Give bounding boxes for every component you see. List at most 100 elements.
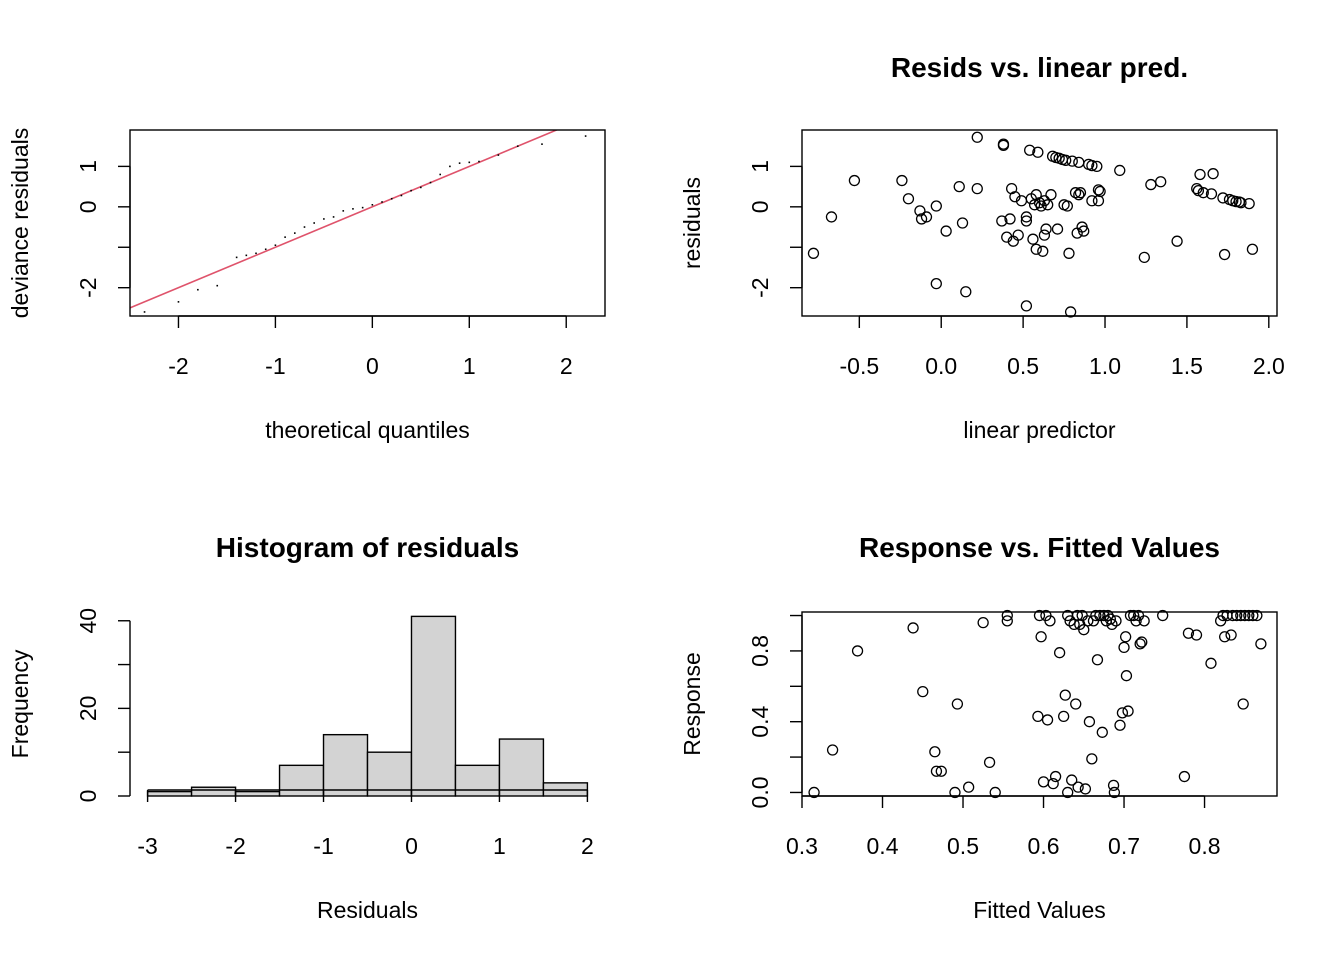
scatter-point [1082,615,1094,627]
scatter-point [1255,638,1267,650]
scatter-point [1171,235,1183,247]
scatter-point [1231,609,1243,622]
resids-vs-linear-pred-panel: Resids vs. linear pred. -0.5 0.0 0.5 1.0 1.5 2… [679,52,1285,443]
qq-point [177,301,180,303]
scatter-point [1225,629,1237,641]
scatter-point [1243,609,1255,622]
scatter-point [1192,185,1205,197]
x-tick-label: 0.4 [867,833,899,859]
histogram-bar [190,786,237,797]
scatter-point [956,217,969,229]
x-tick-label: -1 [313,833,333,859]
scatter-point [1078,225,1090,237]
scatter-point [1191,182,1203,195]
scatter-point [1074,187,1087,199]
scatter-point [1134,638,1146,650]
scatter-point [1091,160,1103,173]
scatter-point [1138,615,1150,627]
scatter-point [825,211,838,223]
qq-reference-line [130,130,559,309]
scatter-point [977,616,989,629]
x-tick-label: -2 [225,833,245,859]
scatter-point [1061,200,1073,212]
scatter-point [1246,243,1259,255]
scatter-point [1190,629,1203,641]
qq-point [352,208,354,210]
x-tick-label: 2 [581,833,594,859]
scatter-point [1243,197,1255,210]
y-axis: -2 0 1 [747,160,803,298]
scatter-point [1251,609,1263,622]
histogram-bar [146,790,193,797]
y-tick-label: 1 [747,160,773,173]
y-axis: 0.0 0.4 0.8 [747,614,803,808]
scatter-point [1004,213,1016,225]
x-axis-title: theoretical quantiles [265,417,470,443]
scatter-point [1108,786,1121,799]
scatter-point [1114,164,1126,177]
qq-point [371,204,374,206]
qq-point [303,226,306,228]
qq-point [390,197,393,200]
qq-point [516,145,519,147]
qq-point [449,165,451,168]
scatter-point [1073,189,1085,201]
histogram-bar [322,733,369,797]
x-tick-label: -0.5 [840,353,880,379]
y-axis-title: Response [679,652,705,756]
x-axis-title: linear predictor [963,417,1115,443]
scatter-point [1119,631,1132,643]
scatter-point [1001,231,1013,243]
y-axis-title: Frequency [7,649,33,758]
y-tick-label: 0 [75,200,101,213]
x-tick-label: 0.5 [947,833,979,859]
scatter-point [1060,154,1072,166]
scatter-point [1114,719,1126,731]
scatter-point [1086,159,1098,172]
scatter-point [1049,770,1062,783]
qq-point [342,210,345,212]
x-tick-label: 1 [493,833,506,859]
scatter-point [1020,211,1033,223]
scatter-point [1218,248,1231,261]
scatter-point [1059,689,1071,701]
y-axis: 0 20 40 [75,608,131,802]
y-axis-title: residuals [679,177,705,269]
scatter-point [1037,245,1049,257]
histogram-bar [454,764,501,797]
qq-point [313,222,315,224]
x-axis: -2 -1 0 1 2 [168,315,573,379]
scatter-point [1066,155,1078,167]
x-tick-label: -1 [265,353,285,379]
scatter-point [1155,176,1167,188]
scatter-point [1047,777,1059,790]
scatter-point [951,698,964,710]
scatter-point [1064,615,1076,627]
x-tick-label: 0.8 [1189,833,1221,859]
qq-point [410,189,412,192]
y-tick-label: -2 [75,277,101,297]
x-tick-label: 2 [560,353,573,379]
x-tick-label: 1.0 [1089,353,1121,379]
histogram-bar [234,790,281,797]
scatter-point [1197,187,1209,199]
qq-point [235,256,238,259]
scatter-point [1219,631,1231,643]
x-tick-label: 0 [405,833,418,859]
scatter-point [1038,229,1051,241]
x-axis: -0.5 0.0 0.5 1.0 1.5 2.0 [840,315,1285,379]
scatter-point [949,786,961,799]
panel-title: Histogram of residuals [216,532,519,563]
scatter-point [1194,168,1206,181]
scatter-point [930,200,942,212]
scatter-point [1235,197,1247,209]
scatter-point [808,786,820,799]
qq-point [478,160,480,163]
scatter-point [917,685,929,698]
scatter-point [914,205,926,217]
qq-point [400,194,403,197]
histogram-bar [278,764,325,797]
scatter-point [907,622,919,634]
scatter-point [826,744,839,756]
